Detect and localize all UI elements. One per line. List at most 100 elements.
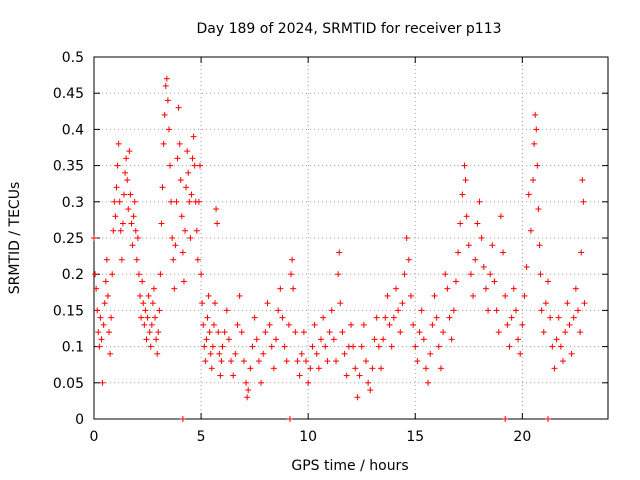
data-point — [97, 314, 104, 321]
data-point — [185, 169, 192, 176]
data-point — [107, 350, 114, 357]
data-point — [500, 249, 507, 256]
data-point — [348, 321, 354, 328]
data-point — [142, 307, 149, 314]
y-tick-label: 0.45 — [53, 86, 84, 102]
data-point — [149, 300, 156, 307]
data-point — [260, 350, 267, 357]
data-point — [545, 416, 552, 422]
data-point — [159, 184, 166, 191]
data-point — [164, 97, 171, 104]
data-point — [112, 213, 119, 220]
data-point — [307, 365, 314, 372]
data-point — [132, 227, 139, 234]
data-point — [303, 358, 310, 365]
data-point — [176, 140, 183, 147]
data-point — [221, 329, 228, 336]
data-point — [240, 358, 247, 365]
data-point — [373, 314, 380, 321]
data-point — [537, 271, 544, 278]
data-point — [162, 82, 169, 89]
data-point — [150, 285, 157, 292]
data-point — [418, 307, 425, 314]
data-point — [214, 220, 221, 227]
data-point — [414, 358, 421, 365]
data-point — [199, 300, 206, 307]
data-point — [512, 307, 519, 314]
y-tick-label: 0.35 — [53, 159, 84, 175]
data-point — [476, 198, 483, 205]
data-point — [399, 300, 406, 307]
data-point — [217, 372, 224, 379]
data-point — [203, 336, 210, 343]
y-tick-label: 0.25 — [53, 231, 84, 247]
data-point — [360, 321, 367, 328]
data-point — [131, 198, 138, 205]
grid — [94, 57, 608, 419]
data-point — [200, 321, 207, 328]
data-point — [531, 140, 538, 147]
data-point — [206, 329, 213, 336]
data-point — [268, 343, 275, 350]
data-point — [279, 314, 286, 321]
data-point — [320, 314, 327, 321]
data-point — [120, 191, 127, 198]
data-point — [163, 75, 170, 82]
data-point — [273, 336, 280, 343]
data-point — [180, 278, 187, 285]
data-point — [535, 206, 542, 213]
data-point — [336, 249, 343, 256]
data-point — [431, 292, 438, 299]
data-point — [167, 162, 174, 169]
data-point — [234, 321, 241, 328]
y-tick-label: 0.2 — [62, 267, 84, 283]
data-point — [510, 285, 517, 292]
data-point — [326, 329, 333, 336]
data-point — [465, 242, 472, 249]
data-point — [485, 307, 492, 314]
data-point — [99, 379, 106, 386]
data-point — [497, 213, 504, 220]
data-point — [174, 155, 181, 162]
data-point — [96, 343, 103, 350]
data-point — [382, 314, 389, 321]
data-point — [92, 271, 99, 278]
data-point — [298, 350, 305, 357]
data-point — [137, 292, 144, 299]
data-points — [91, 75, 588, 422]
y-tick-label: 0.4 — [62, 122, 84, 138]
data-point — [388, 343, 395, 350]
data-point — [125, 206, 132, 213]
data-point — [205, 292, 212, 299]
data-point — [442, 271, 449, 278]
data-point — [209, 343, 216, 350]
data-point — [527, 227, 534, 234]
data-point — [123, 155, 130, 162]
data-point — [122, 169, 129, 176]
data-point — [277, 285, 284, 292]
data-point — [247, 365, 254, 372]
data-point — [313, 350, 320, 357]
data-point — [113, 184, 120, 191]
data-point — [201, 343, 208, 350]
data-point — [474, 220, 481, 227]
y-tick-label: 0.3 — [62, 195, 84, 211]
data-point — [290, 285, 297, 292]
data-point — [504, 321, 511, 328]
data-point — [489, 242, 496, 249]
data-point — [119, 220, 126, 227]
data-point — [462, 177, 469, 184]
data-point — [204, 314, 211, 321]
data-point — [238, 329, 245, 336]
data-point — [318, 336, 325, 343]
data-point — [157, 271, 164, 278]
data-point — [283, 358, 290, 365]
data-point — [578, 249, 585, 256]
data-point — [549, 343, 556, 350]
data-point — [186, 198, 193, 205]
data-point — [219, 343, 226, 350]
data-point — [446, 314, 453, 321]
data-point — [412, 343, 419, 350]
data-point — [253, 336, 260, 343]
